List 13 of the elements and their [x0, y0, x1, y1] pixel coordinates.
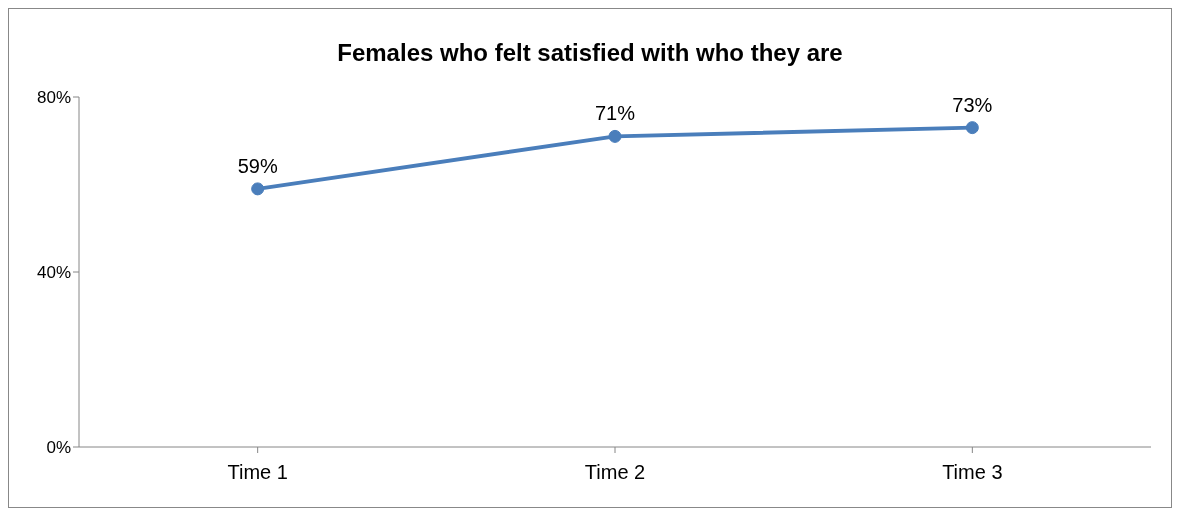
point — [608, 129, 622, 143]
x-tick-label: Time 1 — [227, 461, 288, 484]
y-tick-label: 40% — [36, 263, 71, 283]
data-label: 73% — [952, 93, 993, 116]
point — [251, 182, 265, 196]
x-tick-label: Time 2 — [584, 461, 646, 484]
data-label: 71% — [594, 102, 636, 125]
x-tick-label: Time 3 — [942, 461, 1003, 484]
data-label: 59% — [237, 154, 278, 177]
y-tick-label: 0% — [46, 438, 71, 458]
point — [965, 121, 979, 135]
chart-title: Females who felt satisfied with who they are — [336, 38, 844, 67]
y-tick-label: 80% — [36, 88, 71, 108]
